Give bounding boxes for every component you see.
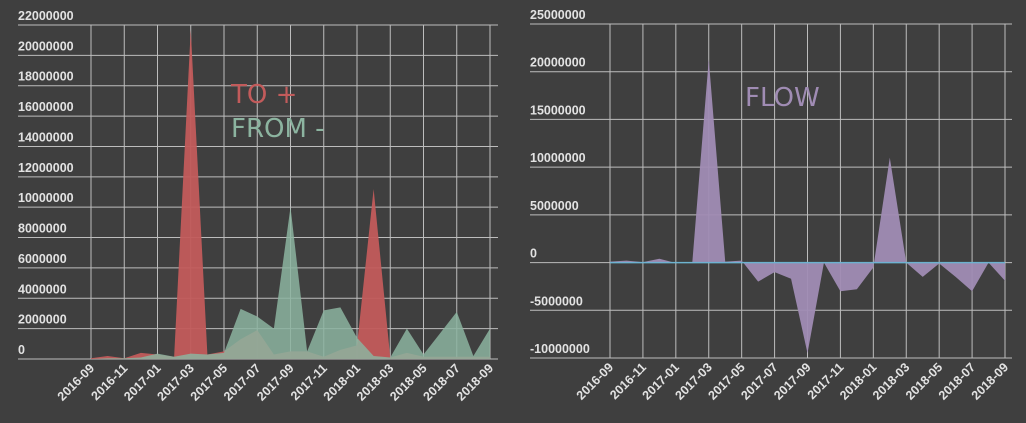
- y-tick-label: 6000000: [18, 252, 67, 266]
- y-tick-label: 22000000: [18, 9, 74, 23]
- to-annotation: TO +: [231, 80, 298, 110]
- y-tick-label: 16000000: [18, 100, 74, 114]
- y-tick-label: 0: [530, 247, 537, 261]
- y-tick-label: -10000000: [530, 342, 590, 356]
- y-tick-label: 0: [18, 343, 25, 357]
- y-tick-label: 20000000: [18, 39, 74, 53]
- x-tick-label: 2018-09: [454, 361, 496, 403]
- x-tick-label: 2017-09: [254, 361, 296, 403]
- y-tick-label: 10000000: [18, 191, 74, 205]
- y-tick-label: 18000000: [18, 70, 74, 84]
- y-tick-label: -5000000: [530, 294, 583, 308]
- y-tick-label: 12000000: [18, 161, 74, 175]
- y-tick-label: 8000000: [18, 222, 67, 236]
- y-tick-label: 14000000: [18, 130, 74, 144]
- x-tick-label: 2017-09: [771, 360, 813, 402]
- flow-chart: -10000000 -5000000 0 5000000 10000000 1500000…: [530, 8, 1012, 403]
- series-area-flow: [610, 59, 1005, 354]
- y-tick-label: 15000000: [530, 103, 586, 117]
- series-area-to: [91, 29, 490, 360]
- x-tick-label: 2016-09: [574, 360, 616, 402]
- y-tick-label: 4000000: [18, 282, 67, 296]
- y-tick-label: 5000000: [530, 199, 579, 213]
- to-from-chart: 0 2000000 4000000 6000000 8000000 10000000 120…: [18, 9, 498, 404]
- from-annotation: FROM -: [231, 114, 325, 144]
- y-tick-label: 10000000: [530, 151, 586, 165]
- x-tick-label: 2016-09: [55, 361, 97, 403]
- flow-annotation: FLOW: [745, 83, 820, 113]
- y-tick-label: 20000000: [530, 56, 586, 70]
- series-area-from: [91, 207, 490, 359]
- y-tick-label: 25000000: [530, 8, 586, 22]
- x-tick-label: 2018-09: [969, 360, 1011, 402]
- y-tick-label: 2000000: [18, 313, 67, 327]
